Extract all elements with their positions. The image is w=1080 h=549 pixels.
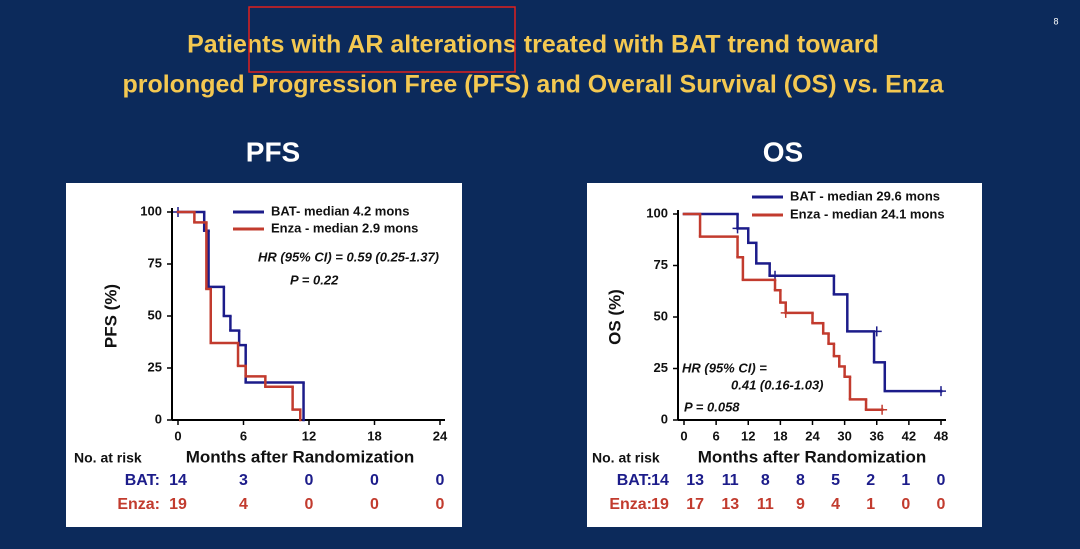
at-risk-count: 0 [305, 496, 314, 513]
y-axis-label: OS (%) [605, 289, 624, 345]
chart-panel [66, 183, 462, 527]
x-tick-label: 42 [902, 428, 916, 443]
at-risk-count: 5 [831, 472, 840, 489]
chart-title: OS [763, 136, 803, 167]
at-risk-count: 3 [239, 472, 248, 489]
at-risk-group: Enza: [609, 496, 652, 513]
at-risk-count: 2 [866, 472, 875, 489]
at-risk-count: 17 [686, 496, 704, 513]
x-tick-label: 36 [870, 428, 884, 443]
censor-mark [780, 307, 791, 318]
x-tick-label: 18 [367, 428, 381, 443]
censor-mark [871, 326, 882, 337]
chart-title: PFS [246, 136, 300, 167]
at-risk-count: 0 [901, 496, 910, 513]
y-tick-label: 75 [654, 257, 668, 272]
at-risk-count: 13 [721, 496, 739, 513]
y-tick-label: 0 [661, 411, 668, 426]
y-tick-label: 100 [646, 205, 668, 220]
at-risk-count: 14 [651, 472, 669, 489]
y-tick-label: 25 [148, 359, 162, 374]
legend-label: BAT- median 4.2 mons [271, 203, 409, 218]
y-tick-label: 100 [140, 203, 162, 218]
annotation: HR (95% CI) = [682, 360, 767, 375]
legend-label: Enza - median 24.1 mons [790, 206, 945, 221]
at-risk-count: 0 [937, 472, 946, 489]
x-tick-label: 30 [837, 428, 851, 443]
x-axis-label: Months after Randomization [698, 447, 927, 466]
x-tick-label: 6 [713, 428, 720, 443]
y-axis-label: PFS (%) [101, 284, 120, 348]
at-risk-label: No. at risk [592, 450, 660, 466]
annotation: 0.41 (0.16-1.03) [731, 377, 824, 392]
at-risk-count: 0 [370, 472, 379, 489]
slide-title-line: prolonged Progression Free (PFS) and Ove… [122, 71, 944, 99]
at-risk-count: 1 [866, 496, 875, 513]
at-risk-count: 0 [937, 496, 946, 513]
at-risk-group: BAT: [125, 472, 160, 489]
at-risk-count: 0 [436, 472, 445, 489]
x-tick-label: 0 [680, 428, 687, 443]
y-tick-label: 75 [148, 255, 162, 270]
at-risk-count: 8 [761, 472, 770, 489]
legend-label: BAT - median 29.6 mons [790, 188, 940, 203]
at-risk-count: 14 [169, 472, 187, 489]
at-risk-group: Enza: [117, 496, 160, 513]
at-risk-count: 0 [436, 496, 445, 513]
at-risk-count: 9 [796, 496, 805, 513]
x-tick-label: 0 [174, 428, 181, 443]
x-tick-label: 12 [741, 428, 755, 443]
at-risk-count: 4 [239, 496, 248, 513]
annotation: HR (95% CI) = 0.59 (0.25-1.37) [258, 249, 439, 264]
x-tick-label: 6 [240, 428, 247, 443]
censor-mark [732, 223, 743, 234]
y-tick-label: 0 [155, 411, 162, 426]
chart-panel [587, 183, 982, 527]
x-tick-label: 12 [302, 428, 316, 443]
legend-label: Enza - median 2.9 mons [271, 220, 418, 235]
at-risk-count: 0 [370, 496, 379, 513]
at-risk-count: 8 [796, 472, 805, 489]
censor-mark [877, 404, 888, 415]
at-risk-count: 11 [722, 472, 739, 489]
y-tick-label: 50 [654, 308, 668, 323]
annotation: P = 0.058 [684, 399, 740, 414]
at-risk-count: 1 [901, 472, 910, 489]
x-tick-label: 18 [773, 428, 787, 443]
at-risk-count: 0 [305, 472, 314, 489]
at-risk-count: 19 [169, 496, 187, 513]
x-axis-label: Months after Randomization [186, 447, 415, 466]
at-risk-group: BAT: [617, 472, 652, 489]
x-tick-label: 48 [934, 428, 948, 443]
censor-mark [936, 386, 946, 397]
x-tick-label: 24 [805, 428, 820, 443]
at-risk-count: 19 [651, 496, 669, 513]
at-risk-count: 11 [757, 496, 774, 513]
y-tick-label: 25 [654, 360, 668, 375]
highlight-box [248, 6, 516, 73]
page-number: 8 [1053, 16, 1058, 26]
annotation: P = 0.22 [290, 272, 339, 287]
at-risk-count: 13 [686, 472, 704, 489]
y-tick-label: 50 [148, 307, 162, 322]
at-risk-label: No. at risk [74, 450, 142, 466]
x-tick-label: 24 [433, 428, 448, 443]
at-risk-count: 4 [831, 496, 840, 513]
slide-title-line: Patients with AR alterations treated wit… [187, 31, 879, 59]
